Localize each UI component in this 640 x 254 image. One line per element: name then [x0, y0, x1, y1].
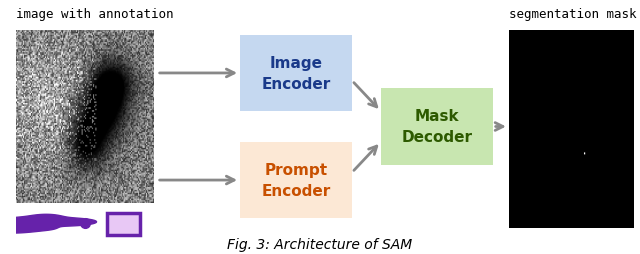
Text: image with annotation: image with annotation — [16, 8, 173, 21]
Text: Mask
Decoder: Mask Decoder — [401, 109, 472, 145]
FancyBboxPatch shape — [240, 36, 352, 112]
FancyBboxPatch shape — [240, 142, 352, 218]
Text: Image
Encoder: Image Encoder — [261, 56, 331, 92]
Text: Fig. 3: Architecture of SAM: Fig. 3: Architecture of SAM — [227, 237, 413, 251]
Text: Prompt
Encoder: Prompt Encoder — [261, 162, 331, 198]
FancyBboxPatch shape — [107, 213, 140, 235]
FancyBboxPatch shape — [381, 89, 493, 165]
Polygon shape — [0, 214, 97, 233]
Text: segmentation mask: segmentation mask — [509, 8, 636, 21]
